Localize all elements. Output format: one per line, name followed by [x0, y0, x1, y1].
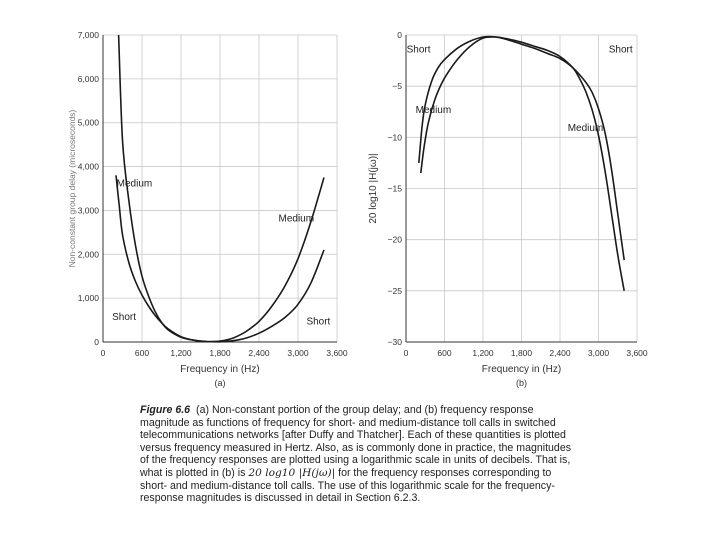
x-tick-label: 2,400: [248, 348, 270, 358]
x-tick-label: 600: [135, 348, 149, 358]
figure-plots: 0 600 1,200 1,800 2,400 3,000 3,600 0 1,000 2,000…: [67, 30, 648, 388]
y-tick-label: 1,000: [78, 293, 100, 303]
x-tick-label: 3,000: [287, 348, 309, 358]
x-tick-label: 1,800: [511, 348, 533, 358]
caption-text-part1: (a) Non-constant portion of the group de…: [140, 404, 572, 479]
x-tick-label: 2,400: [549, 348, 571, 358]
y-tick-label: 0: [94, 337, 99, 347]
series-line-medium: [115, 175, 325, 343]
x-tick-label: 3,000: [588, 348, 610, 358]
curve-label: Medium: [568, 123, 604, 134]
panel-b-chart: 0 600 1,200 1,800 2,400 3,000 3,600 0 −5 −10 −15 −2…: [368, 30, 648, 388]
figure-label: Figure 6.6: [140, 404, 191, 416]
panel-a-chart: 0 600 1,200 1,800 2,400 3,000 3,600 0 1,000 2,000…: [67, 30, 348, 388]
series-line-short: [418, 35, 625, 261]
y-axis-title: 20 log10 |H(jω)|: [368, 153, 379, 223]
y-tick-label: −5: [392, 81, 402, 91]
y-tick-label: 4,000: [78, 162, 100, 172]
x-tick-label: 600: [437, 348, 451, 358]
y-tick-label: −25: [388, 286, 403, 296]
panel-label: (a): [215, 378, 226, 388]
series-line-medium: [420, 36, 625, 291]
curve-label: Medium: [117, 178, 153, 189]
y-axis-title: Non-constant group delay (microseconds): [67, 109, 77, 267]
x-tick-label: 1,200: [472, 348, 494, 358]
caption-math: 20 log10 |H(jω)|: [248, 466, 336, 479]
figure-caption: Figure 6.6 (a) Non-constant portion of th…: [140, 404, 580, 505]
y-tick-label: 3,000: [78, 205, 100, 215]
x-tick-label: 0: [404, 348, 409, 358]
curve-label: Short: [306, 316, 330, 327]
y-tick-label: 0: [397, 30, 402, 40]
curve-label: Short: [609, 44, 633, 55]
y-tick-label: 5,000: [78, 118, 100, 128]
x-tick-label: 0: [101, 348, 106, 358]
y-tick-label: −20: [388, 235, 403, 245]
x-axis-title: Frequency in (Hz): [482, 364, 561, 375]
y-tick-label: 6,000: [78, 74, 100, 84]
x-tick-label: 1,200: [170, 348, 192, 358]
y-tick-label: −15: [388, 184, 403, 194]
x-tick-label: 1,800: [209, 348, 231, 358]
caption-text-part2: for the frequency responses correspondin…: [140, 466, 555, 505]
curve-label: Short: [112, 312, 136, 323]
curve-label: Short: [407, 44, 431, 55]
y-tick-label: −10: [388, 132, 403, 142]
y-tick-label: −30: [388, 337, 403, 347]
panel-label: (b): [516, 378, 527, 388]
x-axis-title: Frequency in (Hz): [180, 364, 259, 375]
y-tick-label: 2,000: [78, 249, 100, 259]
curve-label: Medium: [416, 105, 452, 116]
y-tick-label: 7,000: [78, 30, 100, 40]
x-tick-label: 3,600: [326, 348, 348, 358]
curve-label: Medium: [279, 213, 315, 224]
x-tick-label: 3,600: [626, 348, 648, 358]
